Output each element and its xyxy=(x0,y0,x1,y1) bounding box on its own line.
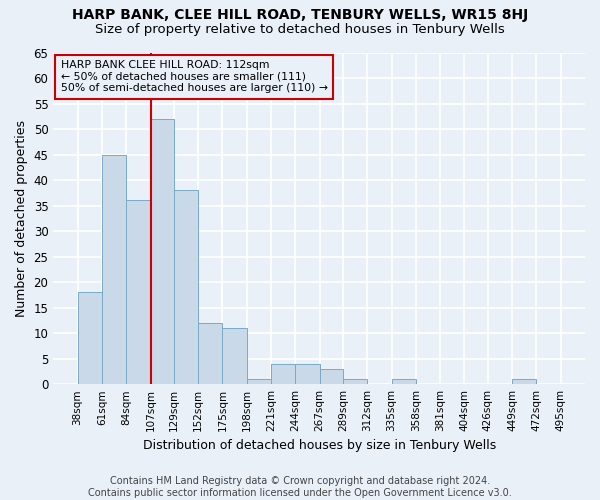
Bar xyxy=(77,292,102,384)
Text: Size of property relative to detached houses in Tenbury Wells: Size of property relative to detached ho… xyxy=(95,22,505,36)
Text: Contains HM Land Registry data © Crown copyright and database right 2024.
Contai: Contains HM Land Registry data © Crown c… xyxy=(88,476,512,498)
X-axis label: Distribution of detached houses by size in Tenbury Wells: Distribution of detached houses by size … xyxy=(143,440,496,452)
Bar xyxy=(223,328,247,384)
Bar xyxy=(102,154,126,384)
Bar xyxy=(151,119,174,384)
Bar xyxy=(247,379,271,384)
Bar xyxy=(126,200,151,384)
Bar xyxy=(271,364,295,384)
Text: HARP BANK, CLEE HILL ROAD, TENBURY WELLS, WR15 8HJ: HARP BANK, CLEE HILL ROAD, TENBURY WELLS… xyxy=(72,8,528,22)
Text: HARP BANK CLEE HILL ROAD: 112sqm
← 50% of detached houses are smaller (111)
50% : HARP BANK CLEE HILL ROAD: 112sqm ← 50% o… xyxy=(61,60,328,94)
Bar xyxy=(392,379,416,384)
Bar xyxy=(320,369,343,384)
Y-axis label: Number of detached properties: Number of detached properties xyxy=(15,120,28,317)
Bar xyxy=(295,364,320,384)
Bar xyxy=(174,190,198,384)
Bar xyxy=(343,379,367,384)
Bar xyxy=(198,323,223,384)
Bar xyxy=(512,379,536,384)
